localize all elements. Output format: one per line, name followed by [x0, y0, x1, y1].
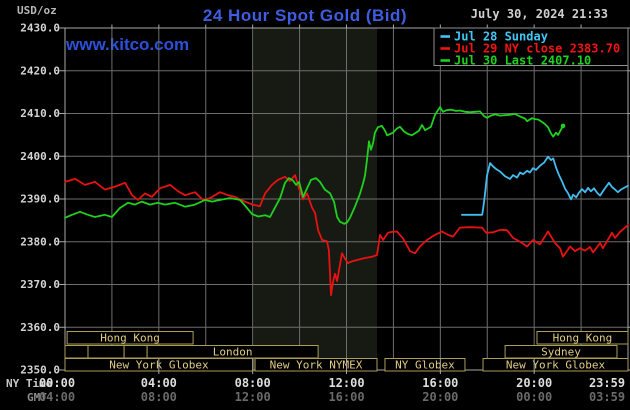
session-box-hong-kong: [536, 331, 629, 345]
session-label-new-york-globex: New York Globex: [506, 359, 606, 372]
series-line-jul-28-sunday: [460, 155, 629, 216]
legend-label-0: Jul 28 Sunday: [454, 30, 548, 44]
y-tick-label-2350.0: 2350.0: [20, 364, 60, 377]
x-label-gmt-03:59: 03:59: [589, 390, 625, 404]
session-box-unlabeled-1-2: [123, 345, 148, 359]
x-label-gmt-04:00: 04:00: [39, 390, 75, 404]
session-label-london: London: [213, 346, 253, 359]
session-label-hong-kong: Hong Kong: [553, 332, 613, 345]
session-box-hong-kong: [66, 331, 194, 345]
session-label-ny-globex: NY Globex: [395, 359, 455, 372]
y-tick-label-2380.0: 2380.0: [20, 235, 60, 248]
y-tick-label-2390.0: 2390.0: [20, 193, 60, 206]
series-last-point-dot: [560, 123, 566, 129]
session-box-unlabeled-1-0: [64, 345, 89, 359]
y-tick-label-2400.0: 2400.0: [20, 150, 60, 163]
x-axis-ny-row-label: NY Time: [6, 377, 53, 390]
x-label-ny-23:59: 23:59: [589, 376, 625, 390]
session-box-unlabeled-1-1: [87, 345, 125, 359]
x-label-gmt-16:00: 16:00: [328, 390, 364, 404]
session-label-new-york-nymex: New York NYMEX: [270, 359, 363, 372]
y-tick-label-2360.0: 2360.0: [20, 321, 60, 334]
chart-title: 24 Hour Spot Gold (Bid): [202, 6, 408, 25]
session-label-sydney: Sydney: [541, 346, 581, 359]
chart-datetime: July 30, 2024 21:33: [470, 7, 608, 21]
x-label-ny-04:00: 04:00: [141, 376, 177, 390]
legend-box: [433, 27, 629, 66]
legend-label-1: Jul 29 NY close 2383.70: [454, 42, 620, 56]
x-label-ny-20:00: 20:00: [516, 376, 552, 390]
x-label-ny-16:00: 16:00: [422, 376, 458, 390]
y-axis-unit-label: USD/oz: [17, 4, 57, 17]
session-box-ny-globex: [384, 358, 466, 372]
y-tick-label-2430.0: 2430.0: [20, 22, 60, 35]
legend-label-2: Jul 30 Last 2407.10: [454, 54, 591, 68]
x-axis-gmt-row-label: GMT: [27, 391, 47, 404]
y-tick-label-2410.0: 2410.0: [20, 107, 60, 120]
y-tick-label-2370.0: 2370.0: [20, 278, 60, 291]
series-line-jul-29-ny-close-2383-70-: [64, 174, 629, 297]
x-label-gmt-20:00: 20:00: [422, 390, 458, 404]
x-label-gmt-12:00: 12:00: [235, 390, 271, 404]
x-label-ny-00:00: 00:00: [39, 376, 75, 390]
x-label-gmt-08:00: 08:00: [141, 390, 177, 404]
session-label-hong-kong: Hong Kong: [100, 332, 160, 345]
x-label-ny-08:00: 08:00: [235, 376, 271, 390]
x-label-ny-12:00: 12:00: [328, 376, 364, 390]
session-box-new-york-globex: [482, 358, 629, 372]
x-label-gmt-00:00: 00:00: [516, 390, 552, 404]
series-line-jul-30-last-2407-10-: [64, 106, 564, 225]
y-tick-label-2420.0: 2420.0: [20, 64, 60, 77]
